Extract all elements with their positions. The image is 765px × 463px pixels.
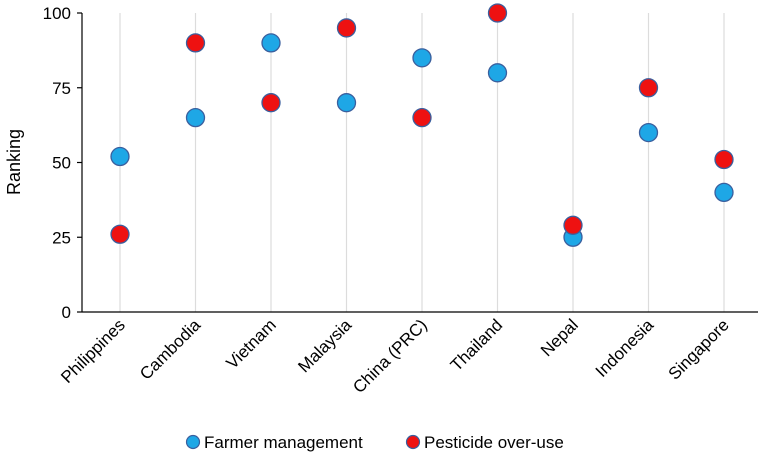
x-tick-labels: Philippines Cambodia Vietnam MalaysiaChina … [57, 315, 733, 397]
point-pesticide-over-use-nepal [563, 215, 583, 235]
point-farmer-management-singapore [714, 182, 734, 203]
x-tick-label-vietnam: Vietnam [223, 315, 280, 372]
y-tick-label-25: 25 [52, 228, 71, 247]
point-pesticide-over-use-malaysia [336, 18, 357, 38]
series-farmer-management [110, 33, 734, 247]
point-pesticide-over-use-thailand [487, 3, 508, 23]
point-farmer-management-vietnam [261, 33, 281, 53]
point-pesticide-over-use-vietnam [261, 93, 281, 113]
point-farmer-management-china-prc [412, 48, 432, 68]
point-pesticide-over-use-philippines [110, 224, 130, 244]
legend-marker-farmer-management [185, 434, 201, 450]
point-farmer-management-malaysia [336, 93, 357, 113]
x-tick-label-thailand: Thailand [447, 315, 507, 375]
point-pesticide-over-use-indonesia [638, 78, 659, 98]
point-pesticide-over-use-singapore [714, 149, 734, 170]
legend-label-farmer-management: Farmer management [204, 433, 363, 452]
y-tick-label-75: 75 [52, 79, 71, 98]
point-farmer-management-indonesia [638, 122, 659, 143]
point-farmer-management-cambodia [185, 108, 206, 128]
point-pesticide-over-use-china-prc [412, 108, 432, 128]
y-axis-title: Ranking [4, 129, 24, 195]
y-tick-labels: 0 25 50 75 100 [43, 4, 82, 322]
x-tick-label-singapore: Singapore [665, 315, 733, 383]
y-tick-label-0: 0 [62, 303, 71, 322]
x-tick-label-china-prc: China (PRC) [349, 315, 431, 397]
x-tick-label-indonesia: Indonesia [592, 315, 658, 381]
x-tick-label-malaysia: Malaysia [294, 315, 355, 376]
point-pesticide-over-use-cambodia [185, 33, 206, 53]
y-tick-label-50: 50 [52, 154, 71, 173]
x-tick-label-nepal: Nepal [537, 315, 582, 360]
data-points [110, 3, 734, 247]
series-pesticide-over-use [110, 3, 734, 244]
legend-label-pesticide-over-use: Pesticide over-use [424, 433, 564, 452]
legend-marker-pesticide-over-use [405, 434, 421, 450]
point-farmer-management-thailand [487, 63, 508, 83]
x-tick-label-philippines: Philippines [57, 315, 129, 387]
y-tick-label-100: 100 [43, 4, 71, 23]
legend: Farmer management Pesticide over-use [185, 433, 564, 452]
point-farmer-management-philippines [110, 146, 130, 167]
x-tick-label-cambodia: Cambodia [136, 315, 205, 384]
